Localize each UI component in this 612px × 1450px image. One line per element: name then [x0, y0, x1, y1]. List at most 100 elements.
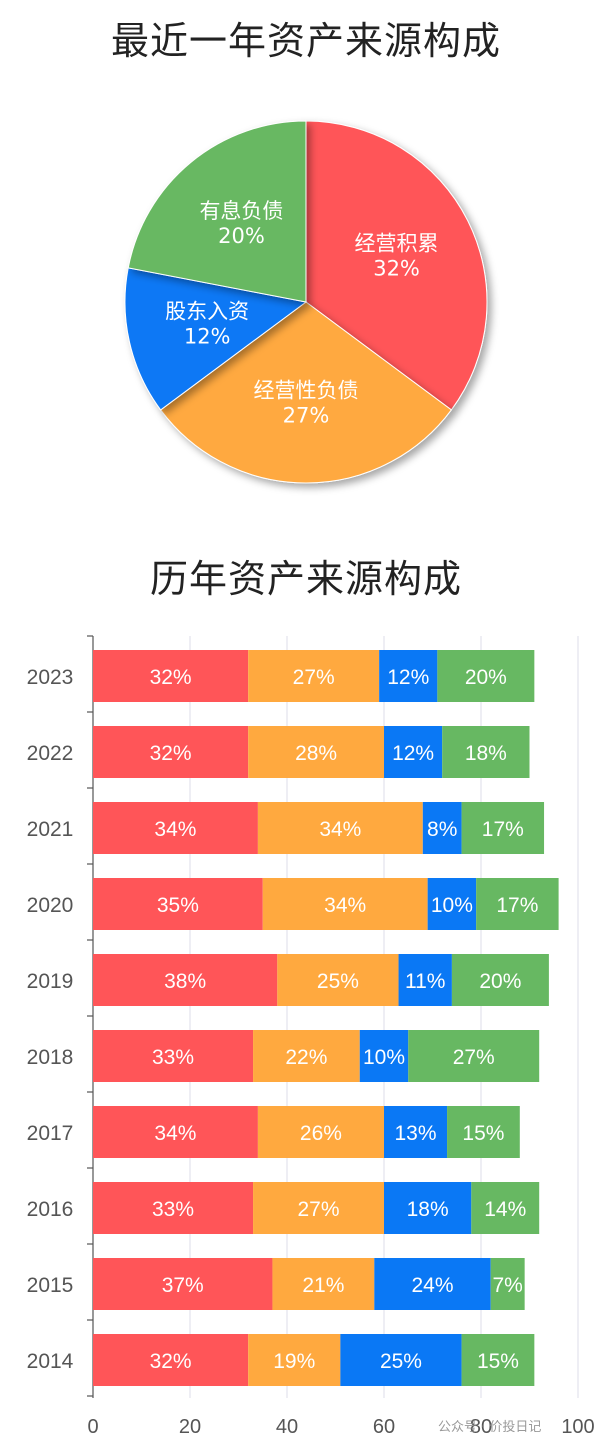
bar-segment: [442, 726, 530, 778]
bar-segment: [422, 802, 462, 854]
bar-segment-value-label: 8%: [427, 818, 457, 841]
bar-segment: [257, 802, 423, 854]
bar-segment-value-label: 38%: [164, 970, 206, 993]
x-tick-label: 80: [470, 1416, 492, 1438]
bar-segment-value-label: 7%: [492, 1274, 522, 1297]
bar-segment-value-label: 15%: [477, 1350, 519, 1373]
bar-segment-value-label: 18%: [407, 1198, 449, 1221]
bar-segment: [253, 1182, 384, 1234]
bar-segment: [384, 726, 443, 778]
bar-segment: [408, 1030, 540, 1082]
bar-segment: [379, 650, 438, 702]
bar-segment: [437, 650, 535, 702]
y-category-label: 2023: [27, 666, 74, 689]
y-category-label: 2021: [27, 818, 74, 841]
bar-segment: [93, 726, 249, 778]
bar-segment: [476, 878, 559, 930]
x-tick-label: 40: [276, 1416, 298, 1438]
bar-segment-value-label: 28%: [295, 742, 337, 765]
bar-segment-value-label: 34%: [319, 818, 361, 841]
bar-segment: [93, 1258, 273, 1310]
bar-segment: [93, 1030, 254, 1082]
bar-segment: [262, 878, 428, 930]
pie-slice-name-label: 经营性负债: [254, 378, 359, 402]
bar-segment-value-label: 10%: [363, 1046, 405, 1069]
bar-segment-value-label: 21%: [302, 1274, 344, 1297]
bar-segment-value-label: 27%: [293, 666, 335, 689]
pie-slice-0: [305, 120, 488, 411]
bar-segment: [93, 878, 263, 930]
pie-slice-percent-label: 12%: [184, 325, 231, 349]
bar-segment-value-label: 32%: [150, 1350, 192, 1373]
bar-segment: [253, 1030, 360, 1082]
y-category-label: 2014: [27, 1350, 74, 1373]
bar-segment-value-label: 12%: [387, 666, 429, 689]
bar-segment-value-label: 11%: [405, 970, 445, 993]
pie-slice-1: [159, 301, 453, 484]
x-tick-label: 100: [561, 1416, 594, 1438]
bar-segment: [257, 1106, 384, 1158]
bar-segment-value-label: 25%: [317, 970, 359, 993]
bar-segment: [248, 1334, 341, 1386]
bar-chart-title: 历年资产来源构成: [149, 557, 462, 601]
pie-slice-name-label: 有息负债: [199, 199, 283, 223]
bar-segment-value-label: 34%: [324, 894, 366, 917]
bar-segment-value-label: 10%: [431, 894, 473, 917]
bar-segment-value-label: 12%: [392, 742, 434, 765]
bar-segment-value-label: 33%: [152, 1046, 194, 1069]
bar-segment: [93, 802, 258, 854]
bar-segment: [93, 954, 278, 1006]
pie-slice-name-label: 股东入资: [165, 300, 249, 324]
bar-segment: [340, 1334, 462, 1386]
bar-segment: [471, 1182, 540, 1234]
bar-segment-value-label: 20%: [479, 970, 521, 993]
y-category-label: 2020: [27, 894, 74, 917]
bar-segment: [384, 1182, 472, 1234]
bar-segment-value-label: 19%: [273, 1350, 315, 1373]
pie-slice-name-label: 经营积累: [355, 231, 439, 255]
y-category-label: 2018: [27, 1046, 74, 1069]
pie-slice-percent-label: 20%: [218, 224, 265, 248]
bar-segment: [447, 1106, 520, 1158]
pie-slice-3: [127, 120, 307, 303]
bar-segment: [93, 1106, 258, 1158]
bar-segment-value-label: 27%: [298, 1198, 340, 1221]
bar-segment-value-label: 17%: [496, 894, 538, 917]
bar-segment-value-label: 24%: [411, 1274, 453, 1297]
pie-chart-title: 最近一年资产来源构成: [110, 19, 501, 63]
x-tick-label: 60: [373, 1416, 395, 1438]
bar-segment: [374, 1258, 491, 1310]
bar-segment-value-label: 25%: [380, 1350, 422, 1373]
pie-slice-percent-label: 27%: [283, 403, 330, 427]
bar-segment: [461, 802, 545, 854]
bar-segment-value-label: 14%: [484, 1198, 526, 1221]
y-category-label: 2016: [27, 1198, 74, 1221]
bar-segment-value-label: 33%: [152, 1198, 194, 1221]
bar-segment: [490, 1258, 525, 1310]
bar-segment: [461, 1334, 535, 1386]
bar-segment-value-label: 17%: [482, 818, 524, 841]
watermark: 公众号 · 价投日记: [438, 1420, 542, 1435]
bar-segment: [427, 878, 477, 930]
x-tick-label: 20: [179, 1416, 201, 1438]
bar-segment: [93, 650, 249, 702]
bar-segment: [277, 954, 399, 1006]
bar-segment-value-label: 34%: [154, 1122, 196, 1145]
pie-slice-2: [124, 267, 308, 411]
bar-segment-value-label: 13%: [395, 1122, 437, 1145]
bar-segment: [398, 954, 452, 1006]
bar-segment-value-label: 15%: [462, 1122, 504, 1145]
bar-segment: [384, 1106, 448, 1158]
bar-segment: [248, 650, 380, 702]
bar-segment: [359, 1030, 409, 1082]
bar-segment-value-label: 22%: [285, 1046, 327, 1069]
bar-segment: [93, 1334, 249, 1386]
bar-segment-value-label: 32%: [150, 742, 192, 765]
bar-segment-value-label: 37%: [162, 1274, 204, 1297]
bar-segment-value-label: 18%: [465, 742, 507, 765]
y-category-label: 2022: [27, 742, 74, 765]
bar-segment-value-label: 27%: [453, 1046, 495, 1069]
x-tick-label: 0: [87, 1416, 98, 1438]
